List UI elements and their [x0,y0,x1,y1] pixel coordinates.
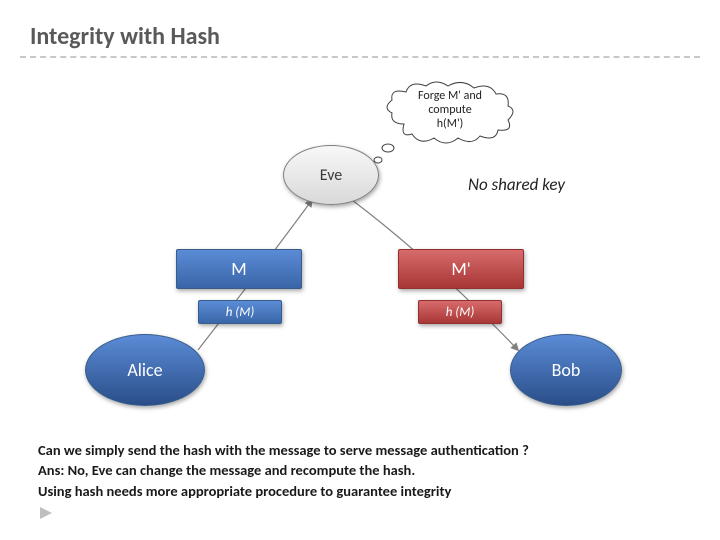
node-alice: Alice [85,334,205,406]
question-line1: Can we simply send the hash with the mes… [38,440,529,460]
message-left-label: M [231,258,246,280]
hash-right-box: h (M) [418,300,502,324]
slide-bullet-icon [38,506,54,525]
question-line2: Ans: No, Eve can change the message and … [38,460,529,480]
thought-cloud: Forge M' and compute h(M') [380,80,520,165]
cloud-text-wrap: Forge M' and compute h(M') [380,90,520,131]
slide-title: Integrity with Hash [30,22,220,51]
title-divider [20,56,700,58]
hash-left-box: h (M) [198,300,282,324]
hash-left-label: h (M) [226,305,255,320]
slide-title-text: Integrity with Hash [30,22,220,51]
cloud-line3: h(M') [380,118,520,132]
message-left-box: M [176,249,302,289]
question-block: Can we simply send the hash with the mes… [38,440,529,501]
cloud-line2: compute [380,104,520,118]
no-shared-key-text: No shared key [468,174,565,195]
node-bob: Bob [510,334,622,406]
hash-right-label: h (M) [446,305,475,320]
message-right-box: M' [398,249,524,289]
question-line3: Using hash needs more appropriate proced… [38,481,529,501]
cloud-line1: Forge M' and [380,90,520,104]
alice-label: Alice [127,359,162,381]
no-shared-key-label: No shared key [468,174,565,195]
message-right-label: M' [451,258,470,280]
node-eve: Eve [283,145,379,205]
bob-label: Bob [552,359,581,381]
eve-label: Eve [320,166,342,185]
